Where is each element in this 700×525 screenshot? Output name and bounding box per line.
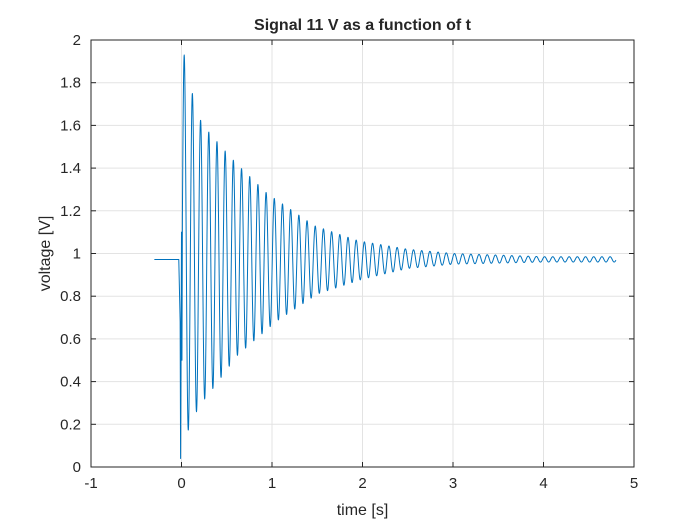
signal-line (154, 54, 617, 459)
y-axis-label: voltage [V] (37, 216, 54, 292)
y-tick-label: 1.8 (60, 75, 81, 92)
x-tick-label: -1 (84, 475, 97, 492)
y-tick-label: 1.4 (60, 160, 81, 177)
y-tick-label: 1.6 (60, 117, 81, 134)
x-axis-label: time [s] (337, 502, 389, 519)
y-tick-label: 1.2 (60, 203, 81, 220)
x-tick-label: 5 (630, 475, 638, 492)
y-tick-label: 0.8 (60, 288, 81, 305)
chart-title: Signal 11 V as a function of t (254, 17, 472, 34)
y-tick-label: 0 (73, 459, 81, 476)
series-layer (154, 54, 617, 459)
x-tick-label: 3 (449, 475, 457, 492)
x-tick-label: 0 (177, 475, 185, 492)
y-tick-label: 0.4 (60, 374, 81, 391)
tick-labels: -1 0 1 2 3 4 500.20.40.60.811.21.41.61.82 (60, 32, 638, 492)
x-tick-label: 1 (268, 475, 276, 492)
y-tick-label: 0.6 (60, 331, 81, 348)
x-tick-label: 4 (539, 475, 547, 492)
y-tick-label: 2 (73, 32, 81, 49)
y-tick-label: 1 (73, 246, 81, 263)
x-tick-label: 2 (358, 475, 366, 492)
ticks (90, 39, 635, 468)
y-tick-label: 0.2 (60, 416, 81, 433)
